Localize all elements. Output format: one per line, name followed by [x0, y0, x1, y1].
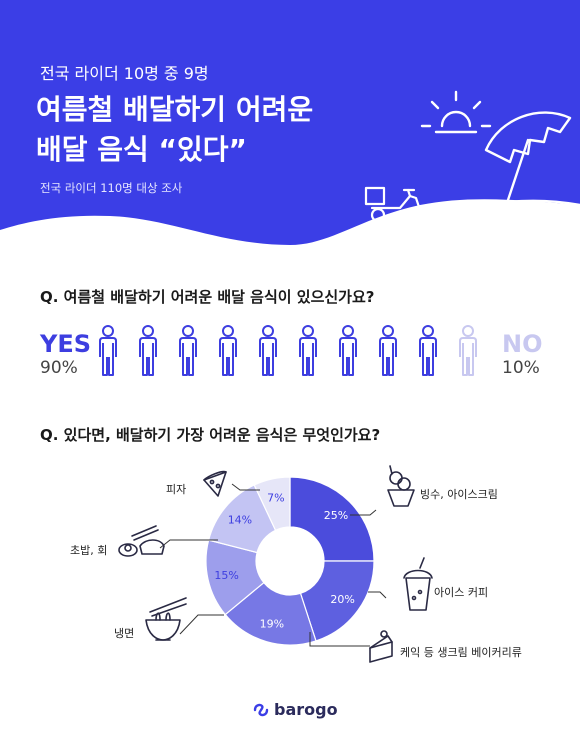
delivery-scooter-icon: [364, 186, 430, 223]
yes-label: YES: [40, 330, 92, 358]
donut-slice: [224, 581, 317, 646]
slice-value-label: 25%: [324, 509, 348, 522]
person-icon-row: [99, 325, 477, 376]
person-icon: [419, 325, 437, 376]
yes-percentage: 90%: [40, 358, 78, 378]
donut-slice: [253, 476, 291, 532]
person-icon: [339, 325, 357, 376]
slice-value-label: 7%: [267, 492, 284, 505]
barogo-logo-icon: [253, 703, 269, 716]
category-label-3: 냉면: [114, 627, 134, 640]
donut-chart: 25% 20% 19% 15% 14% 7% 빙수, 아이스크림 아이스 커피 케익 등 …: [70, 465, 522, 663]
person-icon: [259, 325, 277, 376]
person-icon: [219, 325, 237, 376]
category-label-5: 피자: [166, 483, 186, 496]
sushi-icon: [118, 525, 165, 557]
category-label-2: 케익 등 생크림 베이커리류: [400, 646, 522, 659]
no-label: NO: [502, 330, 543, 358]
slice-value-label: 19%: [260, 617, 284, 630]
iced-coffee-icon: [403, 557, 433, 611]
no-percentage: 10%: [502, 358, 540, 378]
person-icon: [139, 325, 157, 376]
question-2: Q. 있다면, 배달하기 가장 어려운 음식은 무엇인가요?: [40, 426, 381, 444]
person-icon: [299, 325, 317, 376]
header-kicker: 전국 라이더 10명 중 9명: [40, 64, 209, 83]
category-label-1: 아이스 커피: [434, 586, 488, 599]
person-icon: [99, 325, 117, 376]
beach-umbrella-icon: [468, 111, 580, 212]
brand-logo: barogo: [252, 700, 338, 719]
survey-byline: 전국 라이더 110명 대상 조사: [40, 181, 183, 195]
page-title: 여름철 배달하기 어려운 배달 음식 “있다”: [36, 90, 313, 170]
header-background: [0, 0, 580, 245]
category-label-4: 초밥, 회: [70, 544, 107, 557]
person-icon: [459, 325, 477, 376]
page-title-line2: 배달 음식 “있다”: [36, 133, 247, 166]
noodle-bowl-icon: [145, 597, 187, 641]
ice-cream-icon: [387, 465, 415, 507]
page-title-line1: 여름철 배달하기 어려운: [36, 93, 314, 126]
donut-chart-area: 25% 20% 19% 15% 14% 7% 빙수, 아이스크림 아이스 커피 케익 등 …: [0, 450, 580, 690]
person-icon: [179, 325, 197, 376]
donut-slice: [289, 476, 375, 562]
slice-value-label: 15%: [214, 569, 238, 582]
logo-text: barogo: [274, 700, 338, 719]
header-banner: 전국 라이더 10명 중 9명 여름철 배달하기 어려운 배달 음식 “있다” …: [0, 0, 580, 260]
pizza-icon: [203, 470, 227, 497]
cake-icon: [369, 630, 393, 663]
donut-slice: [299, 560, 375, 642]
person-icon: [379, 325, 397, 376]
slice-value-label: 14%: [228, 514, 252, 527]
question-1: Q. 여름철 배달하기 어려운 배달 음식이 있으신가요?: [40, 288, 375, 306]
category-label-0: 빙수, 아이스크림: [420, 488, 498, 501]
slice-value-label: 20%: [330, 593, 354, 606]
sun-icon: [420, 90, 492, 134]
